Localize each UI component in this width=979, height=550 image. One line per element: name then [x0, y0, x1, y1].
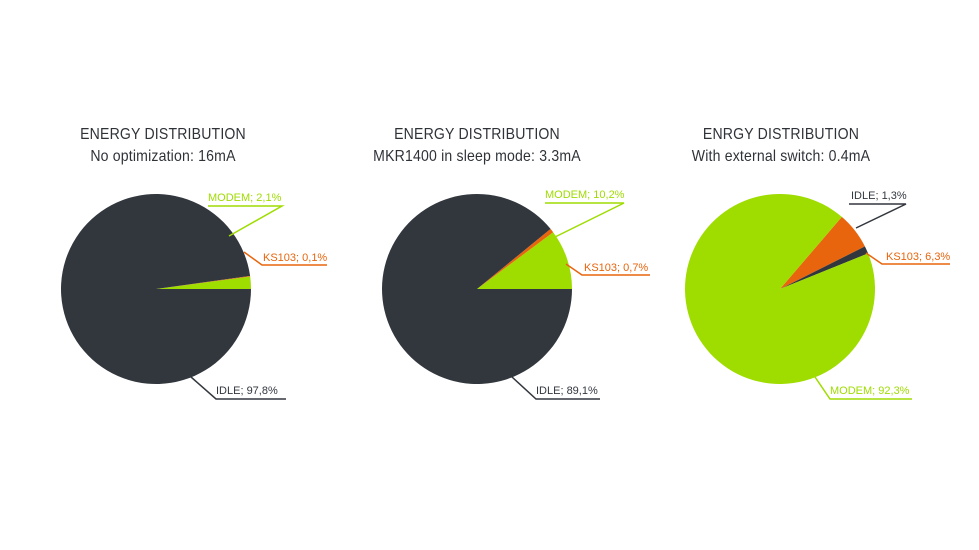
pie-slice-ks103 — [156, 275, 251, 289]
pie-panel-2: ENERGY DISTRIBUTION MKR1400 in sleep mod… — [314, 0, 640, 550]
leader-line-modem — [814, 376, 912, 400]
pie-panel-1: ENERGY DISTRIBUTION No optimization: 16m… — [0, 0, 326, 550]
data-label-modem: MODEM; 92,3% — [830, 385, 910, 397]
pie-slice-ks103 — [780, 216, 865, 289]
data-label-ks103: KS103; 0,1% — [263, 252, 327, 264]
leader-line-idle — [511, 376, 600, 400]
chart-subtitle: No optimization: 16mA — [90, 148, 236, 165]
data-label-idle: IDLE; 1,3% — [851, 190, 907, 202]
chart-title: ENERGY DISTRIBUTION — [80, 126, 246, 143]
leader-line-ks103 — [865, 252, 950, 265]
chart-title: ENERGY DISTRIBUTION — [394, 126, 560, 143]
chart-title-block: ENERGY DISTRIBUTION MKR1400 in sleep mod… — [334, 124, 621, 168]
chart-title-block: ENERGY DISTRIBUTION No optimization: 16m… — [20, 124, 307, 168]
pie-panel-3: ENRGY DISTRIBUTION With external switch:… — [618, 0, 944, 550]
chart-title: ENRGY DISTRIBUTION — [702, 126, 860, 143]
leader-line-modem — [545, 202, 625, 239]
leader-line-idle — [190, 376, 286, 400]
data-label-ks103: KS103; 0,7% — [584, 262, 648, 274]
pie-slice-modem — [684, 193, 875, 384]
pie-slice-idle — [780, 246, 869, 289]
leader-line-ks103 — [243, 251, 327, 266]
data-label-modem: MODEM; 10,2% — [545, 189, 625, 201]
pie-slice-modem — [156, 276, 251, 289]
pie-slice-idle — [382, 194, 572, 385]
chart-title-block: ENRGY DISTRIBUTION With external switch:… — [638, 124, 925, 168]
data-label-idle: IDLE; 97,8% — [216, 385, 278, 397]
leader-line-modem — [208, 205, 285, 237]
leader-line-idle — [849, 203, 907, 229]
leader-line-ks103 — [565, 263, 650, 276]
chart-subtitle: With external switch: 0.4mA — [691, 148, 871, 165]
pie-chart-2: MODEM; 10,2% KS103; 0,7% IDLE; 89,1% — [382, 189, 650, 400]
data-label-ks103: KS103; 6,3% — [886, 251, 950, 263]
pie-chart-1: MODEM; 2,1% KS103; 0,1% IDLE; 97,8% — [61, 192, 327, 400]
data-label-idle: IDLE; 89,1% — [536, 385, 598, 397]
pie-chart-3: IDLE; 1,3% KS103; 6,3% MODEM; 92,3% — [684, 190, 950, 400]
pie-slice-ks103 — [477, 228, 554, 289]
data-label-modem: MODEM; 2,1% — [208, 192, 282, 204]
chart-subtitle: MKR1400 in sleep mode: 3.3mA — [373, 148, 581, 165]
pie-slice-idle — [61, 194, 252, 385]
pie-slice-modem — [477, 232, 572, 289]
